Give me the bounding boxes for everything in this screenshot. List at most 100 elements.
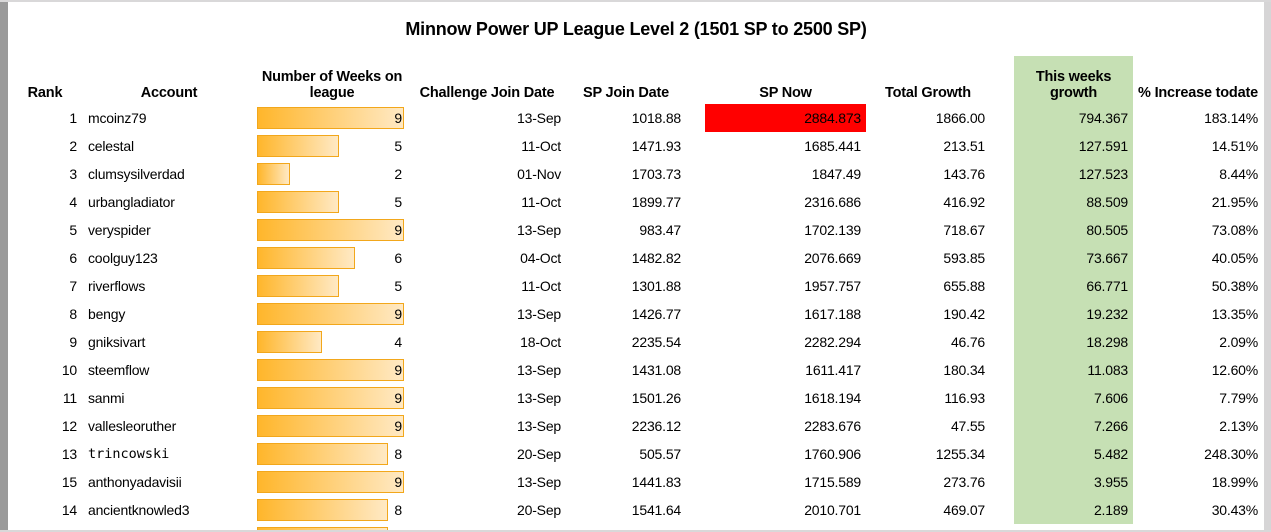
weeks-cell: 9 — [256, 356, 408, 384]
pct-increase-cell: 13.35% — [1211, 306, 1258, 322]
weeks-data-bar — [257, 331, 322, 353]
account-cell: veryspider — [88, 222, 151, 238]
challenge-join-date-cell: 18-Oct — [520, 334, 561, 350]
rank-cell: 8 — [69, 306, 77, 322]
pct-increase-cell: 30.43% — [1211, 502, 1258, 518]
account-cell: bengy — [88, 306, 126, 322]
weeks-data-bar — [257, 247, 355, 269]
sp-now-cell: 2010.701 — [804, 502, 861, 518]
sp-now-cell: 1957.757 — [804, 278, 861, 294]
pct-increase-cell: 14.51% — [1211, 138, 1258, 154]
this-weeks-growth-cell: 127.523 — [1014, 160, 1133, 188]
rank-cell: 5 — [69, 222, 77, 238]
pct-increase-cell: 183.14% — [1204, 110, 1258, 126]
table-row: 6 coolguy123 6 04-Oct 1482.82 2076.669 593.85 7… — [8, 244, 1264, 272]
spacer-cell — [990, 272, 1014, 300]
table-row: 13 trincowski 8 20-Sep 505.57 1760.906 1255.34… — [8, 440, 1264, 468]
sp-now-cell: 1617.188 — [804, 306, 861, 322]
challenge-join-date-cell: 20-Sep — [517, 502, 561, 518]
table-row: 5 veryspider 9 13-Sep 983.47 1702.139 718.67 80… — [8, 216, 1264, 244]
weeks-value: 8 — [394, 446, 402, 462]
challenge-join-date-cell: 13-Sep — [517, 362, 561, 378]
account-cell: trincowski — [88, 446, 170, 462]
pct-increase-cell: 73.08% — [1211, 222, 1258, 238]
total-growth-cell: 47.55 — [950, 418, 985, 434]
weeks-value: 8 — [394, 502, 402, 518]
sp-now-cell: 1702.139 — [804, 222, 861, 238]
challenge-join-date-cell: 11-Oct — [521, 194, 561, 210]
spacer-cell — [686, 496, 705, 524]
this-weeks-growth-cell: 7.266 — [1014, 412, 1133, 440]
table-row: 14 ancientknowled3 8 20-Sep 1541.64 2010.701 4… — [8, 496, 1264, 524]
sp-now-cell: 1611.417 — [805, 362, 861, 378]
sp-now-cell: 1685.441 — [804, 138, 861, 154]
left-edge-strip — [0, 0, 8, 532]
col-header-sp-join-date: SP Join Date — [583, 85, 669, 101]
spacer-cell — [990, 216, 1014, 244]
pct-increase-cell: 50.38% — [1211, 278, 1258, 294]
sp-join-date-cell: 1703.73 — [631, 166, 681, 182]
rank-cell: 11 — [62, 390, 77, 406]
account-cell: riverflows — [88, 278, 146, 294]
spacer-cell — [990, 412, 1014, 440]
challenge-join-date-cell: 13-Sep — [517, 418, 561, 434]
weeks-value: 9 — [394, 418, 402, 434]
table-row: 15 anthonyadavisii 9 13-Sep 1441.83 1715.589 2… — [8, 468, 1264, 496]
table-row: 10 steemflow 9 13-Sep 1431.08 1611.417 180.34 1… — [8, 356, 1264, 384]
spacer-cell — [686, 440, 705, 468]
rank-cell: 1 — [69, 110, 77, 126]
this-weeks-growth-cell: 73.667 — [1014, 244, 1133, 272]
header-spacer — [990, 56, 1014, 104]
rank-cell: 15 — [61, 474, 77, 490]
spacer-cell — [990, 384, 1014, 412]
account-cell: vallesleoruther — [88, 418, 177, 434]
col-header-account: Account — [140, 85, 198, 101]
col-header-this-weeks-growth-line1: This weeks — [1035, 69, 1112, 85]
weeks-value: 5 — [394, 194, 402, 210]
sp-join-date-cell: 1899.77 — [631, 194, 681, 210]
col-header-sp-now: SP Now — [759, 85, 812, 101]
account-cell: mcoinz79 — [88, 110, 147, 126]
table-body: 1 mcoinz79 9 13-Sep 1018.88 2884.873 1866.00 79… — [8, 104, 1264, 532]
spacer-cell — [990, 244, 1014, 272]
sp-join-date-cell: 983.47 — [639, 222, 681, 238]
table-row: 4 urbangladiator 5 11-Oct 1899.77 2316.686 416… — [8, 188, 1264, 216]
challenge-join-date-cell: 11-Oct — [521, 278, 561, 294]
account-cell: urbangladiator — [88, 194, 175, 210]
weeks-data-bar — [257, 219, 404, 241]
table-row: 1 mcoinz79 9 13-Sep 1018.88 2884.873 1866.00 79… — [8, 104, 1264, 132]
table-header-row: Rank Account Number of Weeks on league C… — [8, 56, 1264, 104]
table-row: 8 bengy 9 13-Sep 1426.77 1617.188 190.42 19.232… — [8, 300, 1264, 328]
account-cell: clumsysilverdad — [88, 166, 185, 182]
challenge-join-date-cell: 13-Sep — [517, 222, 561, 238]
challenge-join-date-cell: 13-Sep — [517, 306, 561, 322]
weeks-data-bar — [257, 527, 388, 532]
weeks-data-bar — [257, 135, 339, 157]
account-cell: coolguy123 — [88, 250, 158, 266]
col-header-rank: Rank — [27, 85, 63, 101]
this-weeks-growth-cell: 5.482 — [1014, 440, 1133, 468]
weeks-value: 9 — [394, 306, 402, 322]
total-growth-cell: 416.92 — [943, 194, 985, 210]
weeks-value: 9 — [394, 110, 402, 126]
weeks-cell: 9 — [256, 216, 408, 244]
weeks-data-bar — [257, 471, 404, 493]
weeks-value: 5 — [394, 138, 402, 154]
challenge-join-date-cell: 11-Oct — [521, 138, 561, 154]
total-growth-cell: 46.76 — [950, 334, 985, 350]
weeks-data-bar — [257, 359, 404, 381]
total-growth-cell: 180.34 — [943, 362, 985, 378]
total-growth-cell: 655.88 — [943, 278, 985, 294]
sp-now-cell: 1847.49 — [811, 166, 861, 182]
weeks-cell: 9 — [256, 412, 408, 440]
sp-now-cell: 2283.676 — [804, 418, 861, 434]
pct-increase-cell: 2.09% — [1219, 334, 1258, 350]
challenge-join-date-cell: 01-Nov — [517, 166, 561, 182]
rank-cell: 6 — [69, 250, 77, 266]
rank-cell: 4 — [69, 194, 77, 210]
spacer-cell — [686, 216, 705, 244]
rank-cell: 9 — [69, 334, 77, 350]
page-title: Minnow Power UP League Level 2 (1501 SP … — [405, 18, 867, 39]
table-row: 11 sanmi 9 13-Sep 1501.26 1618.194 116.93 7.606… — [8, 384, 1264, 412]
spacer-cell — [990, 188, 1014, 216]
